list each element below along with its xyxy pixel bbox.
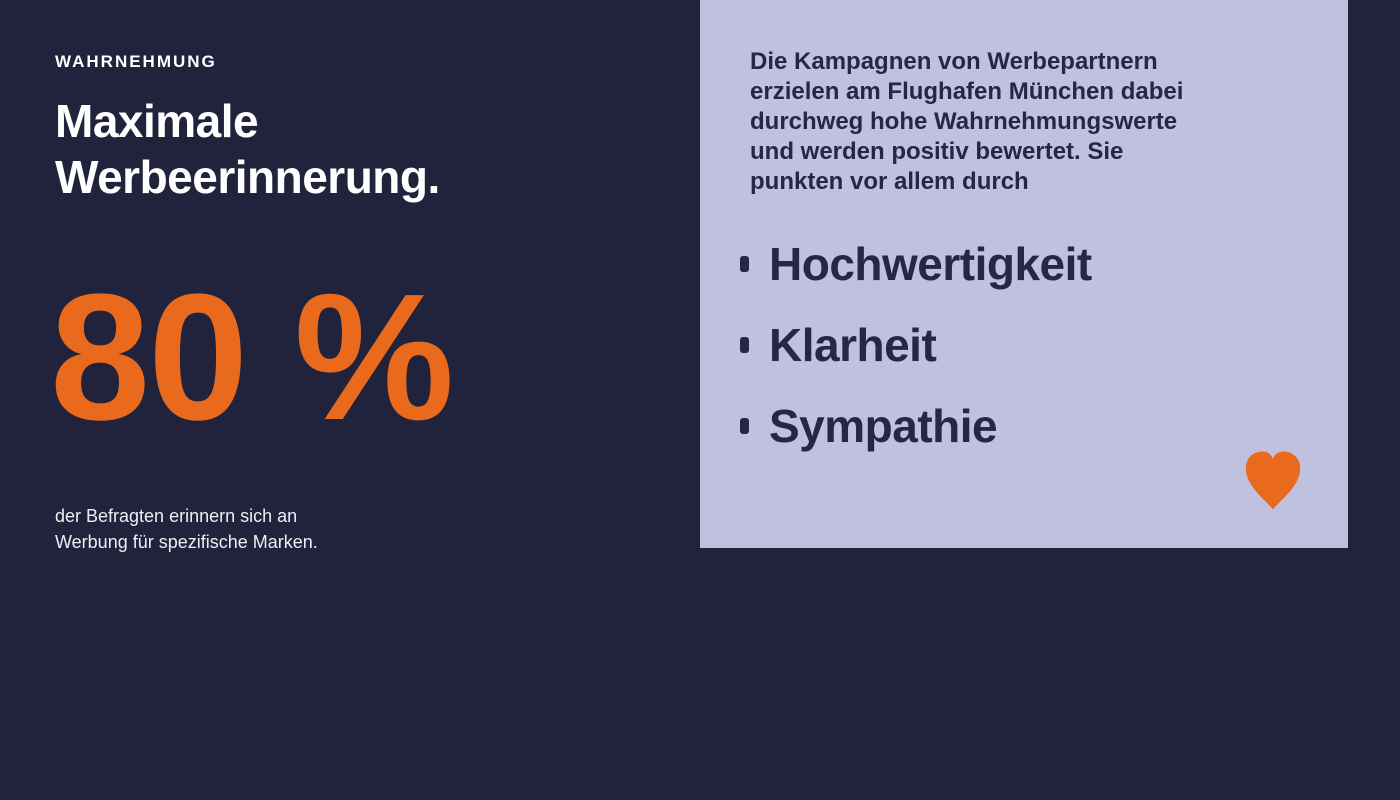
panel-intro-text: Die Kampagnen von Werbepartnern erzielen… (750, 48, 1184, 195)
bullet-list: Hochwertigkeit Klarheit Sympathie (740, 237, 1092, 480)
bullet-label: Klarheit (769, 319, 937, 371)
bullet-item: Sympathie (740, 399, 1092, 453)
info-panel: Die Kampagnen von Werbepartnern erzielen… (700, 0, 1348, 548)
stat-value: 80 % (50, 257, 454, 458)
bullet-marker (740, 337, 749, 353)
stat-caption: der Befragten erinnern sich an Werbung f… (55, 506, 318, 552)
bullet-marker (740, 256, 749, 272)
kicker-label: WAHRNEHMUNG (55, 52, 217, 71)
headline: Maximale Werbeerinnerung. (55, 95, 440, 203)
bullet-marker (740, 418, 749, 434)
bullet-label: Hochwertigkeit (769, 238, 1092, 290)
bullet-item: Klarheit (740, 318, 1092, 372)
heart-icon (1245, 451, 1301, 510)
bullet-item: Hochwertigkeit (740, 237, 1092, 291)
bullet-label: Sympathie (769, 400, 998, 452)
